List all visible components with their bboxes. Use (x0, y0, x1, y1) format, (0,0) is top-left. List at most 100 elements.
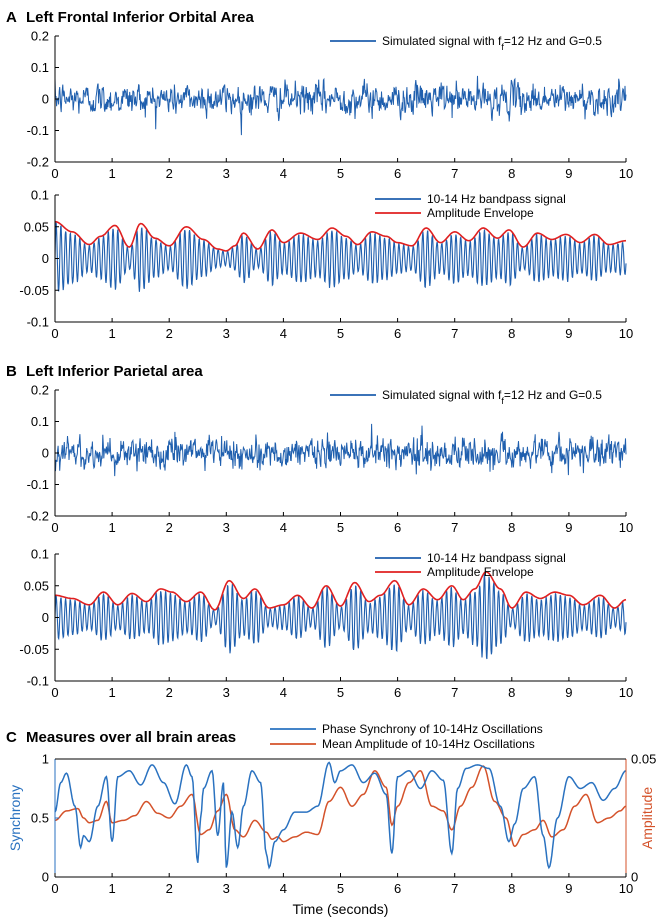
signal-y-tick-label: -0.1 (27, 477, 49, 492)
bandpass-y-tick-label: 0 (42, 251, 49, 266)
measures-x-tick-label: 8 (508, 881, 515, 896)
simulated-signal-line (54, 75, 627, 136)
signal-y-tick-label: 0.1 (31, 60, 49, 75)
bandpass-y-tick-label: 0 (42, 610, 49, 625)
measures-x-tick-label: 2 (166, 881, 173, 896)
signal-x-tick-label: 6 (394, 166, 401, 181)
signal-x-tick-label: 10 (619, 166, 633, 181)
amplitude-axis-label: Amplitude (639, 787, 655, 849)
amplitude-y-tick-label: 0.05 (631, 752, 656, 767)
bandpass-y-tick-label: -0.05 (19, 642, 49, 657)
bandpass-x-tick-label: 8 (508, 685, 515, 700)
panel-a-title: Left Frontal Inferior Orbital Area (26, 9, 254, 26)
panel-letter-b: B (6, 363, 17, 380)
signal-x-tick-label: 0 (51, 166, 58, 181)
measures-x-tick-label: 7 (451, 881, 458, 896)
bandpass-y-tick-label: 0.1 (31, 547, 49, 562)
bandpass-x-tick-label: 3 (223, 326, 230, 341)
panel-b-bandpass-plot: -0.1 -0.05 0 0.05 0.1 0 1 2 3 4 5 6 7 8 9 10 10-14 Hz ba… (19, 547, 633, 701)
panel-b-title: Left Inferior Parietal area (26, 363, 203, 380)
synchrony-axis-label: Synchrony (7, 785, 23, 851)
panel-a-signal-plot: -0.2 -0.1 0 0.1 0.2 0 1 2 3 4 5 6 7 8 9 10 Simulated sig… (27, 29, 634, 182)
bandpass-legend-label: 10-14 Hz bandpass signal (427, 551, 566, 565)
signal-x-tick-label: 5 (337, 520, 344, 535)
signal-y-tick-label: -0.1 (27, 123, 49, 138)
panel-a-bandpass-plot: -0.1 -0.05 0 0.05 0.1 0 1 2 3 4 5 6 7 8 9 10 10-14 Hz ba… (19, 188, 633, 342)
signal-x-tick-label: 1 (108, 166, 115, 181)
signal-x-tick-label: 3 (223, 520, 230, 535)
measures-x-tick-label: 6 (394, 881, 401, 896)
bandpass-y-tick-label: -0.1 (27, 674, 49, 689)
bandpass-x-tick-label: 9 (565, 326, 572, 341)
bandpass-x-tick-label: 4 (280, 326, 287, 341)
bandpass-x-tick-label: 2 (166, 326, 173, 341)
measures-x-tick-label: 9 (565, 881, 572, 896)
bandpass-y-tick-label: 0.05 (24, 219, 49, 234)
amplitude-envelope-line (54, 220, 627, 252)
bandpass-x-tick-label: 5 (337, 685, 344, 700)
measures-x-tick-label: 4 (280, 881, 287, 896)
signal-y-tick-label: 0.1 (31, 414, 49, 429)
synchrony-y-tick-label: 0 (42, 870, 49, 885)
envelope-legend-label: Amplitude Envelope (427, 565, 534, 579)
mean-amplitude-line (54, 765, 627, 848)
bandpass-signal-line (54, 222, 627, 292)
bandpass-y-tick-label: 0.1 (31, 188, 49, 203)
bandpass-x-tick-label: 9 (565, 685, 572, 700)
signal-x-tick-label: 9 (565, 520, 572, 535)
signal-x-tick-label: 2 (166, 520, 173, 535)
bandpass-x-tick-label: 2 (166, 685, 173, 700)
bandpass-x-tick-label: 10 (619, 685, 633, 700)
signal-y-tick-label: 0.2 (31, 29, 49, 44)
signal-x-tick-label: 3 (223, 166, 230, 181)
panel-letter-a: A (6, 9, 17, 26)
bandpass-x-tick-label: 8 (508, 326, 515, 341)
bandpass-x-tick-label: 10 (619, 326, 633, 341)
panel-letter-c: C (6, 729, 17, 746)
signal-legend-label: Simulated signal with ff=12 Hz and G=0.5 (382, 34, 602, 52)
panel-b-signal-plot: -0.2 -0.1 0 0.1 0.2 0 1 2 3 4 5 6 7 8 9 10 Simulated sig… (27, 383, 634, 536)
bandpass-legend-label: 10-14 Hz bandpass signal (427, 192, 566, 206)
bandpass-x-tick-label: 1 (108, 326, 115, 341)
signal-x-tick-label: 4 (280, 520, 287, 535)
synchrony-y-tick-label: 1 (42, 752, 49, 767)
bandpass-x-tick-label: 7 (451, 326, 458, 341)
signal-x-tick-label: 10 (619, 520, 633, 535)
bandpass-y-tick-label: -0.05 (19, 283, 49, 298)
panel-c-title: Measures over all brain areas (26, 729, 236, 746)
signal-x-tick-label: 4 (280, 166, 287, 181)
measures-x-tick-label: 5 (337, 881, 344, 896)
measures-x-tick-label: 10 (619, 881, 633, 896)
amplitude-legend-label: Mean Amplitude of 10-14Hz Oscillations (322, 737, 535, 751)
signal-x-tick-label: 9 (565, 166, 572, 181)
signal-x-tick-label: 8 (508, 166, 515, 181)
signal-y-tick-label: -0.2 (27, 509, 49, 524)
bandpass-x-tick-label: 4 (280, 685, 287, 700)
bandpass-x-tick-label: 1 (108, 685, 115, 700)
simulated-signal-line (54, 423, 627, 477)
signal-x-tick-label: 2 (166, 166, 173, 181)
bandpass-y-tick-label: 0.05 (24, 578, 49, 593)
bandpass-x-tick-label: 6 (394, 685, 401, 700)
envelope-legend-label: Amplitude Envelope (427, 206, 534, 220)
measures-x-tick-label: 3 (223, 881, 230, 896)
bandpass-x-tick-label: 6 (394, 326, 401, 341)
signal-x-tick-label: 7 (451, 166, 458, 181)
bandpass-x-tick-label: 7 (451, 685, 458, 700)
amplitude-envelope-line (55, 570, 627, 611)
time-axis-label: Time (seconds) (293, 901, 389, 917)
signal-x-tick-label: 6 (394, 520, 401, 535)
measures-x-tick-label: 1 (108, 881, 115, 896)
signal-x-tick-label: 0 (51, 520, 58, 535)
bandpass-x-tick-label: 0 (51, 685, 58, 700)
phase-synchrony-line (54, 761, 627, 870)
signal-x-tick-label: 1 (108, 520, 115, 535)
bandpass-x-tick-label: 0 (51, 326, 58, 341)
bandpass-x-tick-label: 5 (337, 326, 344, 341)
bandpass-x-tick-label: 3 (223, 685, 230, 700)
measures-x-tick-label: 0 (51, 881, 58, 896)
signal-x-tick-label: 8 (508, 520, 515, 535)
amplitude-y-tick-label: 0 (631, 870, 638, 885)
